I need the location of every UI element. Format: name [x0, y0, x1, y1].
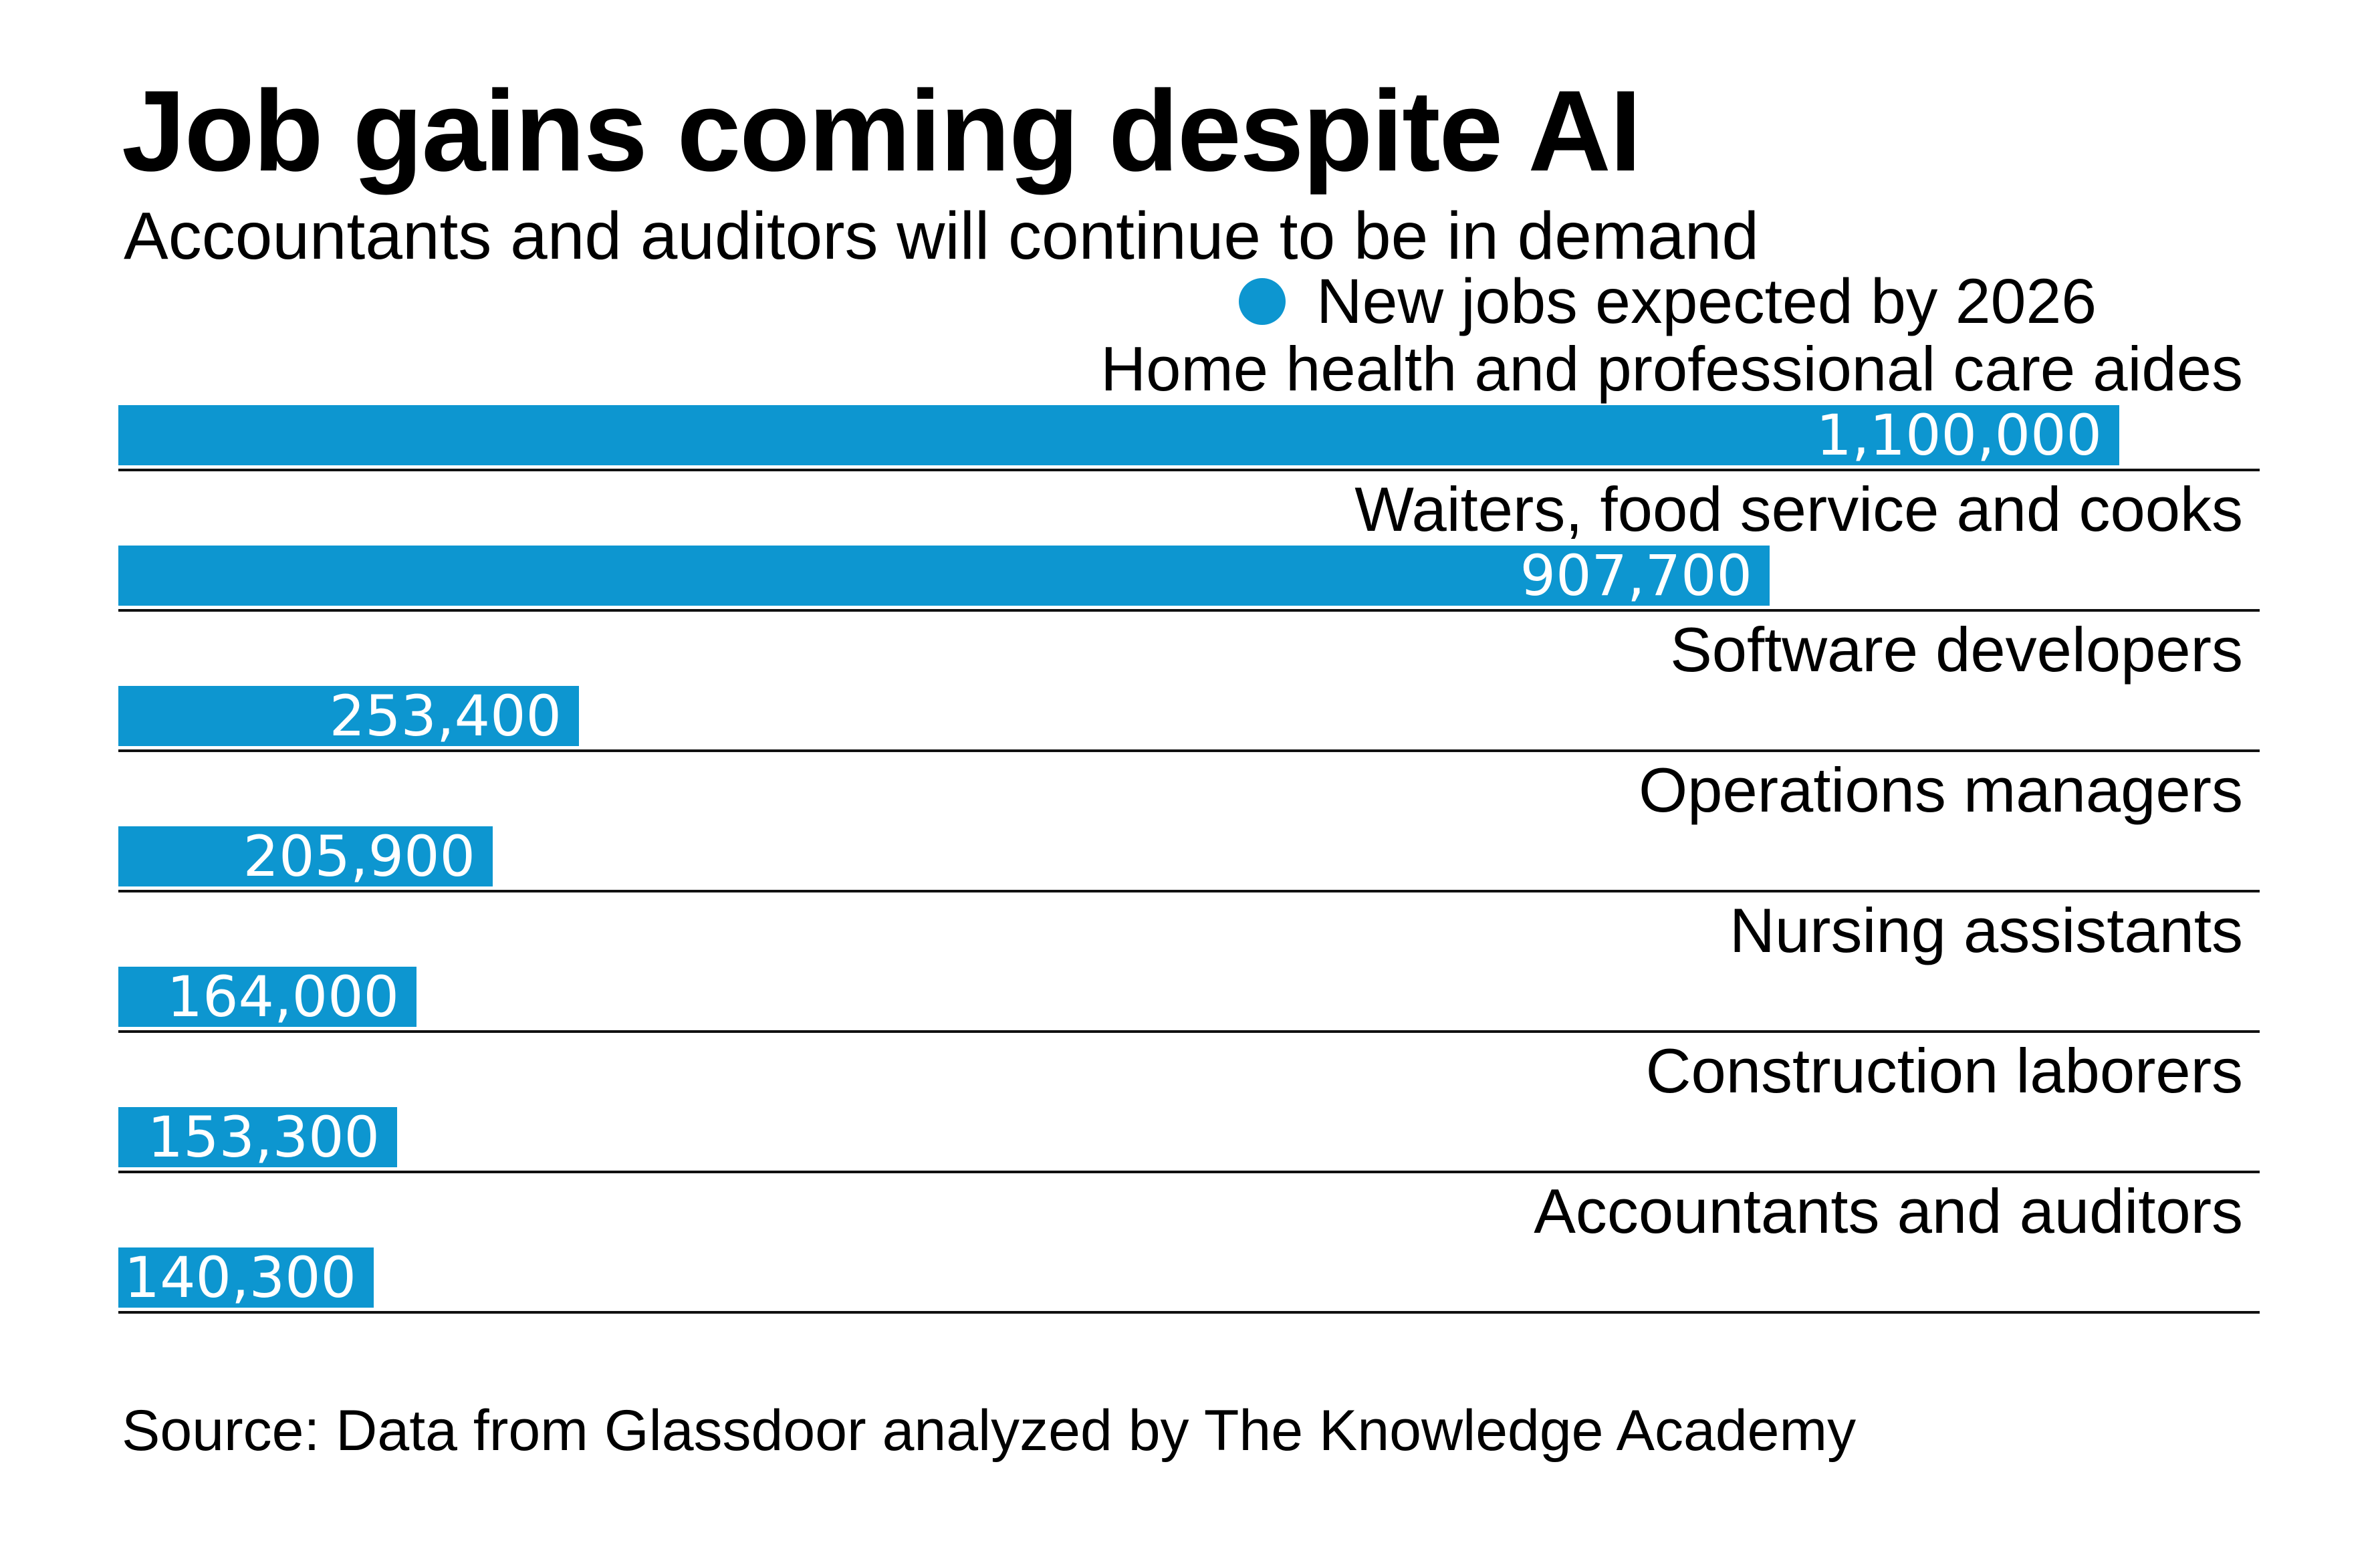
chart-row: Accountants and auditors 140,300: [118, 1175, 2260, 1316]
chart-row: Home health and professional care aides 1…: [118, 333, 2260, 473]
row-separator-line: [118, 469, 2260, 471]
bar-value-label: 140,300: [124, 1245, 356, 1310]
row-separator-line: [118, 609, 2260, 612]
source-text: Source: Data from Glassdoor analyzed by …: [122, 1399, 1857, 1463]
category-label: Home health and professional care aides: [1100, 334, 2243, 404]
bar-value-label: 907,700: [1520, 543, 1752, 608]
row-separator-line: [118, 1171, 2260, 1173]
category-label: Accountants and auditors: [1534, 1176, 2243, 1246]
bar-value-label: 153,300: [147, 1104, 380, 1170]
category-label: Waiters, food service and cooks: [1354, 474, 2243, 544]
bar-value-label: 205,900: [243, 824, 475, 889]
category-label: Operations managers: [1639, 755, 2243, 825]
legend-label: New jobs expected by 2026: [1316, 265, 2097, 337]
value-bar: 253,400: [118, 686, 579, 746]
bar-value-label: 1,100,000: [1816, 402, 2102, 468]
bar-value-label: 253,400: [329, 683, 562, 749]
legend: New jobs expected by 2026: [1239, 269, 2097, 333]
row-separator-line: [118, 1030, 2260, 1033]
value-bar: 164,000: [118, 967, 416, 1027]
value-bar: 205,900: [118, 826, 493, 886]
chart-row: Operations managers 205,900: [118, 754, 2260, 894]
category-label: Construction laborers: [1645, 1036, 2243, 1106]
bar-value-label: 164,000: [166, 964, 399, 1030]
row-separator-line: [118, 1311, 2260, 1314]
category-label: Nursing assistants: [1730, 895, 2243, 965]
category-label: Software developers: [1670, 614, 2243, 685]
value-bar: 907,700: [118, 546, 1770, 606]
chart-subtitle: Accountants and auditors will continue t…: [124, 199, 1759, 273]
row-separator-line: [118, 890, 2260, 892]
legend-dot-icon: [1239, 278, 1286, 325]
chart-title: Job gains coming despite AI: [122, 67, 1642, 195]
chart-row: Software developers 253,400: [118, 614, 2260, 754]
value-bar: 1,100,000: [118, 405, 2119, 465]
chart-row: Waiters, food service and cooks 907,700: [118, 473, 2260, 614]
value-bar: 140,300: [118, 1247, 374, 1308]
value-bar: 153,300: [118, 1107, 397, 1167]
bar-chart: Home health and professional care aides 1…: [118, 333, 2260, 1316]
row-separator-line: [118, 749, 2260, 752]
chart-row: Nursing assistants 164,000: [118, 894, 2260, 1035]
chart-row: Construction laborers 153,300: [118, 1035, 2260, 1175]
